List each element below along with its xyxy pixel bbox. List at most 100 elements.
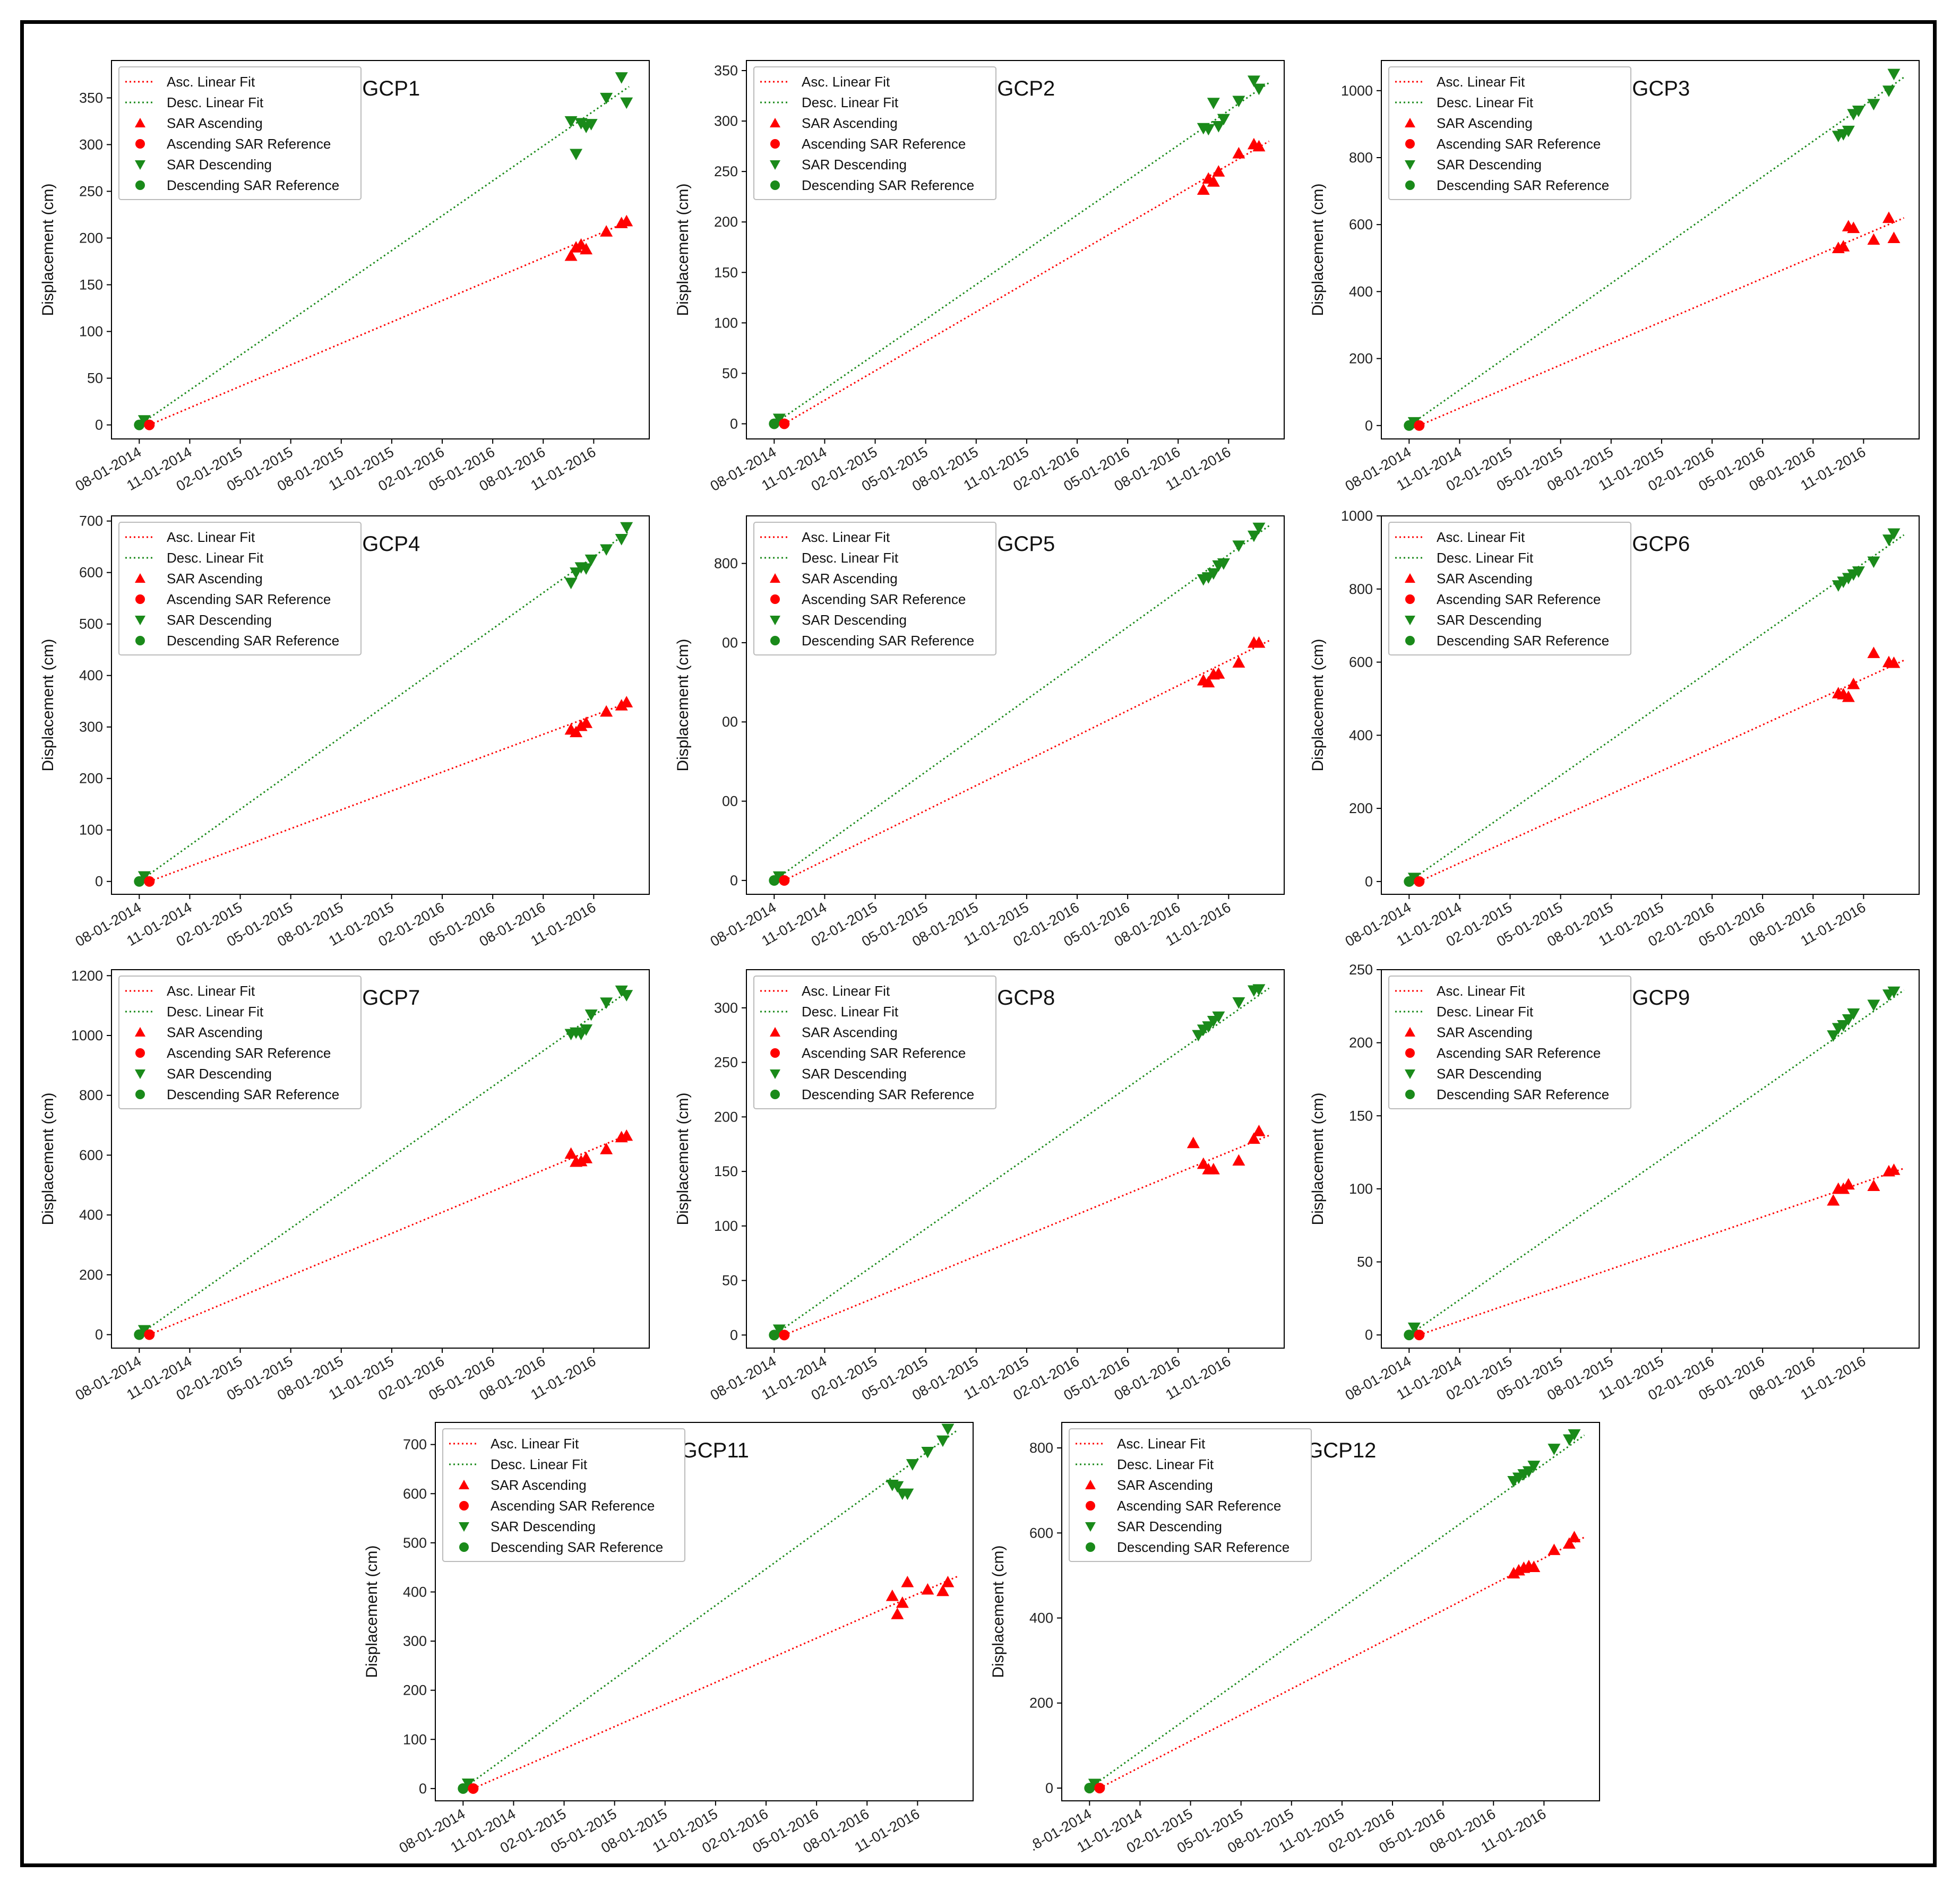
sar-descending-point	[620, 522, 633, 534]
legend-label: SAR Ascending	[802, 1024, 898, 1040]
sar-descending-point	[1847, 1008, 1860, 1020]
legend-marker	[1085, 1480, 1096, 1489]
sar-descending-point	[1852, 106, 1865, 117]
legend-marker	[1085, 1522, 1096, 1532]
asc-linear-fit-line	[149, 220, 630, 426]
y-tick-label: 400	[1029, 1610, 1053, 1626]
y-tick-label: 800	[79, 1088, 103, 1103]
sar-descending-point	[1887, 68, 1901, 81]
y-tick-label: 0	[730, 1327, 738, 1343]
sar-descending-point	[615, 534, 628, 546]
asc-linear-fit-line	[1099, 1536, 1585, 1789]
legend-label: Desc. Linear Fit	[167, 550, 264, 566]
y-axis-label: Displacement (cm)	[39, 183, 57, 316]
legend-label: SAR Descending	[802, 612, 907, 628]
sar-ascending-point	[896, 1596, 909, 1608]
legend-label: Descending SAR Reference	[802, 177, 974, 193]
sar-descending-point	[600, 544, 613, 556]
chart-title: GCP11	[681, 1439, 749, 1462]
sar-descending-point	[570, 149, 583, 161]
legend-marker	[770, 180, 780, 190]
legend-marker	[135, 1027, 145, 1037]
sar-descending-point	[1232, 997, 1245, 1009]
sar-descending-point	[1407, 873, 1421, 884]
y-tick-label: 300	[714, 113, 738, 129]
sar-ascending-point	[1232, 656, 1245, 668]
sar-ascending-point	[1827, 1194, 1840, 1206]
legend-marker	[1405, 1069, 1415, 1079]
legend: Asc. Linear Fit Desc. Linear Fit SAR Ascen…	[118, 976, 362, 1109]
y-tick-label: 200	[1029, 1695, 1053, 1711]
sar-ascending-point	[1842, 1178, 1855, 1190]
sar-ascending-point	[1847, 677, 1860, 689]
legend-label: Ascending SAR Reference	[802, 1045, 966, 1061]
legend-label: Desc. Linear Fit	[167, 1004, 264, 1020]
chart-title: GCP9	[1632, 986, 1690, 1009]
chart-gcp5: 000000080008-01-201411-01-201402-01-2015…	[674, 515, 1285, 950]
sar-ascending-point	[1887, 656, 1901, 668]
sar-ascending-point	[615, 698, 628, 711]
sar-ascending-point	[570, 726, 583, 738]
y-tick-label: 200	[79, 230, 103, 246]
sar-descending-point	[1202, 124, 1215, 136]
descending-sar-reference-point	[134, 419, 145, 430]
legend-label: Descending SAR Reference	[802, 633, 974, 649]
sar-descending-point	[1527, 1461, 1541, 1472]
y-axis-label: Displacement (cm)	[990, 1545, 1007, 1678]
legend-marker	[135, 118, 145, 127]
y-tick-label: 250	[714, 1055, 738, 1071]
legend-marker	[770, 1027, 780, 1037]
chart-title: GCP3	[1632, 77, 1690, 100]
y-tick-label: 0	[95, 417, 103, 433]
y-tick-label: 200	[79, 1267, 103, 1283]
y-tick-label: 800	[714, 556, 738, 572]
asc-linear-fit-line	[149, 1133, 630, 1336]
legend-marker	[459, 1542, 469, 1552]
legend: Asc. Linear Fit Desc. Linear Fit SAR Ascen…	[1388, 66, 1631, 200]
sar-descending-point	[1088, 1779, 1101, 1790]
y-tick-label: 50	[722, 365, 738, 381]
descending-sar-reference-point	[1084, 1782, 1095, 1793]
sar-descending-point	[1247, 75, 1260, 88]
legend-label: SAR Descending	[1117, 1518, 1222, 1534]
sar-ascending-point	[600, 705, 613, 717]
desc-linear-fit-line	[1089, 1434, 1585, 1789]
sar-descending-point	[891, 1481, 904, 1493]
desc-linear-fit-line	[139, 86, 630, 426]
asc-linear-fit-line	[1419, 217, 1905, 427]
sar-descending-point	[600, 997, 613, 1009]
descending-sar-reference-point	[769, 875, 780, 886]
legend-label: Ascending SAR Reference	[167, 1045, 331, 1061]
sar-descending-point	[1207, 568, 1220, 580]
ascending-sar-reference-point	[779, 1330, 790, 1341]
y-tick-label: 00	[722, 714, 738, 730]
sar-ascending-point	[600, 1143, 613, 1154]
sar-descending-point	[1407, 417, 1421, 429]
legend: Asc. Linear Fit Desc. Linear Fit SAR Ascen…	[118, 522, 362, 655]
asc-linear-fit-line	[1419, 1167, 1904, 1336]
legend-label: Desc. Linear Fit	[802, 1004, 899, 1020]
y-axis-label: Displacement (cm)	[39, 1092, 57, 1225]
legend-marker	[770, 1090, 780, 1099]
legend-label: Descending SAR Reference	[1437, 633, 1609, 649]
sar-ascending-point	[891, 1608, 904, 1619]
y-tick-label: 0	[1365, 1327, 1373, 1343]
legend-label: SAR Ascending	[1437, 1024, 1533, 1040]
legend-label: Ascending SAR Reference	[1437, 591, 1601, 607]
sar-descending-point	[1407, 1322, 1421, 1334]
legend-label: Descending SAR Reference	[802, 1086, 974, 1102]
y-tick-label: 0	[419, 1781, 427, 1797]
sar-ascending-point	[1212, 165, 1225, 177]
desc-linear-fit-line	[139, 530, 630, 882]
ascending-sar-reference-point	[144, 1329, 155, 1340]
sar-ascending-point	[941, 1575, 955, 1587]
sar-ascending-point	[1887, 1163, 1901, 1175]
chart-title: GCP12	[1306, 1439, 1376, 1462]
descending-sar-reference-point	[769, 418, 780, 429]
y-axis-label: Displacement (cm)	[674, 638, 692, 771]
sar-descending-point	[1252, 984, 1266, 996]
y-tick-label: 200	[79, 771, 103, 787]
desc-linear-fit-line	[1408, 989, 1905, 1336]
y-tick-label: 100	[714, 315, 738, 331]
descending-sar-reference-point	[1404, 876, 1415, 887]
